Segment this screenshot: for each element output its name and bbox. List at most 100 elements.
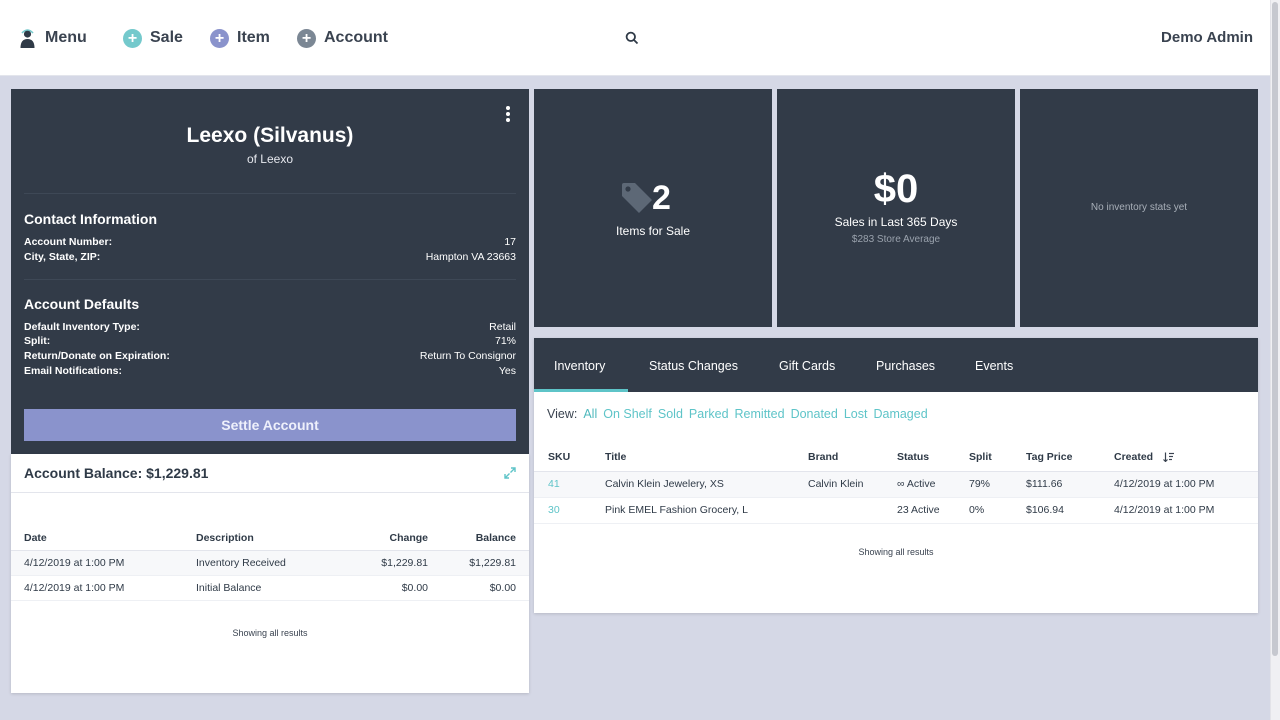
table-row: 4/12/2019 at 1:00 PM Inventory Received …: [11, 550, 529, 576]
sales-tile: $0 Sales in Last 365 Days $283 Store Ave…: [777, 89, 1015, 327]
settle-account-button[interactable]: Settle Account: [24, 409, 516, 441]
tab-status-changes[interactable]: Status Changes: [649, 359, 738, 373]
menu-label: Menu: [45, 29, 87, 46]
cell-balance: $1,229.81: [441, 550, 529, 576]
items-label: Items for Sale: [615, 224, 691, 238]
cell-tag-price: $106.94: [1012, 497, 1100, 524]
column-header-split[interactable]: Split: [955, 443, 1012, 472]
inventory-stats-tile: No inventory stats yet: [1020, 89, 1258, 327]
cell-split: 79%: [955, 471, 1012, 498]
divider: [11, 492, 529, 493]
inventory-tabs: Inventory Status Changes Gift Cards Purc…: [534, 338, 1258, 392]
view-filter: View: All On Shelf Sold Parked Remitted …: [547, 407, 934, 421]
inventory-table: SKU Title Brand Status Split Tag Price C…: [534, 443, 1258, 524]
column-header-date[interactable]: Date: [11, 526, 183, 551]
view-option-damaged[interactable]: Damaged: [873, 407, 928, 421]
cell-tag-price: $111.66: [1012, 471, 1100, 498]
plus-circle-icon: +: [297, 28, 316, 48]
inventory-stats-empty: No inventory stats yet: [1090, 202, 1188, 213]
divider: [24, 193, 516, 194]
scrollbar-thumb[interactable]: [1272, 2, 1278, 656]
tab-purchases[interactable]: Purchases: [876, 359, 936, 373]
column-header-title[interactable]: Title: [591, 443, 794, 472]
items-count: 2: [652, 179, 671, 217]
column-header-description[interactable]: Description: [183, 526, 353, 551]
top-navigation-bar: Menu + Sale + Item + Account Demo Admin: [0, 0, 1270, 76]
split-row: Split: 71%: [24, 335, 516, 347]
sku-link[interactable]: 41: [548, 478, 560, 490]
column-header-tag-price[interactable]: Tag Price: [1012, 443, 1100, 472]
sort-descending-icon[interactable]: [1163, 452, 1175, 462]
column-header-change[interactable]: Change: [353, 526, 441, 551]
plus-circle-icon: +: [210, 28, 229, 48]
view-option-parked[interactable]: Parked: [688, 407, 729, 421]
sku-link[interactable]: 30: [548, 504, 560, 516]
divider: [24, 279, 516, 280]
view-option-remitted[interactable]: Remitted: [734, 407, 785, 421]
view-option-lost[interactable]: Lost: [843, 407, 868, 421]
user-avatar-icon: [18, 28, 37, 48]
table-row[interactable]: 41 Calvin Klein Jewelery, XS Calvin Klei…: [534, 471, 1258, 498]
account-details-card: Leexo (Silvanus) of Leexo Contact Inform…: [11, 89, 529, 454]
new-account-button[interactable]: + Account: [297, 26, 388, 50]
table-row[interactable]: 30 Pink EMEL Fashion Grocery, L 23 Activ…: [534, 497, 1258, 524]
results-footer: Showing all results: [232, 628, 308, 638]
default-inventory-type-row: Default Inventory Type: Retail: [24, 321, 516, 333]
view-option-all[interactable]: All: [583, 407, 598, 421]
table-row: 4/12/2019 at 1:00 PM Initial Balance $0.…: [11, 575, 529, 601]
new-sale-button[interactable]: + Sale: [123, 26, 183, 50]
view-option-donated[interactable]: Donated: [790, 407, 838, 421]
city-state-zip-row: City, State, ZIP: Hampton VA 23663: [24, 251, 516, 263]
sale-label: Sale: [150, 29, 183, 46]
account-label: Account: [324, 29, 388, 46]
cell-date: 4/12/2019 at 1:00 PM: [11, 575, 183, 601]
account-subtitle: of Leexo: [246, 152, 294, 166]
cell-description: Inventory Received: [183, 550, 353, 576]
view-option-on-shelf[interactable]: On Shelf: [603, 407, 652, 421]
store-average: $283 Store Average: [851, 234, 941, 245]
account-balance-card: Account Balance: $1,229.81 Date Descript…: [11, 454, 529, 693]
cell-balance: $0.00: [441, 575, 529, 601]
tab-events[interactable]: Events: [975, 359, 1014, 373]
more-options-icon[interactable]: [505, 106, 511, 122]
expand-icon[interactable]: [504, 467, 516, 479]
sales-label: Sales in Last 365 Days: [834, 215, 958, 229]
cell-sku: 30: [534, 497, 591, 524]
tab-inventory[interactable]: Inventory: [534, 338, 628, 392]
contact-info-title: Contact Information: [24, 211, 157, 227]
cell-date: 4/12/2019 at 1:00 PM: [11, 550, 183, 576]
email-notifications-row: Email Notifications: Yes: [24, 365, 516, 377]
view-option-sold[interactable]: Sold: [657, 407, 683, 421]
search-icon[interactable]: [625, 31, 639, 45]
account-balance-title: Account Balance: $1,229.81: [24, 465, 209, 481]
column-header-status[interactable]: Status: [883, 443, 955, 472]
cell-title: Pink EMEL Fashion Grocery, L: [591, 497, 794, 524]
cell-brand: [794, 497, 883, 524]
column-header-brand[interactable]: Brand: [794, 443, 883, 472]
item-label: Item: [237, 29, 270, 46]
column-header-balance[interactable]: Balance: [441, 526, 529, 551]
cell-change: $0.00: [353, 575, 441, 601]
cell-sku: 41: [534, 471, 591, 498]
sales-value: $0: [873, 167, 919, 211]
cell-created: 4/12/2019 at 1:00 PM: [1100, 497, 1258, 524]
tab-gift-cards[interactable]: Gift Cards: [779, 359, 836, 373]
cell-description: Initial Balance: [183, 575, 353, 601]
inventory-panel: Inventory Status Changes Gift Cards Purc…: [534, 338, 1258, 613]
account-defaults-title: Account Defaults: [24, 296, 140, 312]
column-header-created[interactable]: Created: [1100, 443, 1258, 472]
balance-table: Date Description Change Balance 4/12/201…: [11, 526, 529, 601]
account-number-row: Account Number: 17: [24, 236, 516, 248]
column-header-sku[interactable]: SKU: [534, 443, 591, 472]
table-header-row: Date Description Change Balance: [11, 526, 529, 551]
table-header-row: SKU Title Brand Status Split Tag Price C…: [534, 443, 1258, 472]
cell-title: Calvin Klein Jewelery, XS: [591, 471, 794, 498]
cell-created: 4/12/2019 at 1:00 PM: [1100, 471, 1258, 498]
return-donate-row: Return/Donate on Expiration: Return To C…: [24, 350, 516, 362]
menu-button[interactable]: Menu: [18, 26, 87, 50]
page-scrollbar[interactable]: [1270, 0, 1280, 720]
user-menu[interactable]: Demo Admin: [1161, 29, 1253, 46]
cell-brand: Calvin Klein: [794, 471, 883, 498]
results-footer: Showing all results: [858, 547, 934, 557]
new-item-button[interactable]: + Item: [210, 26, 270, 50]
